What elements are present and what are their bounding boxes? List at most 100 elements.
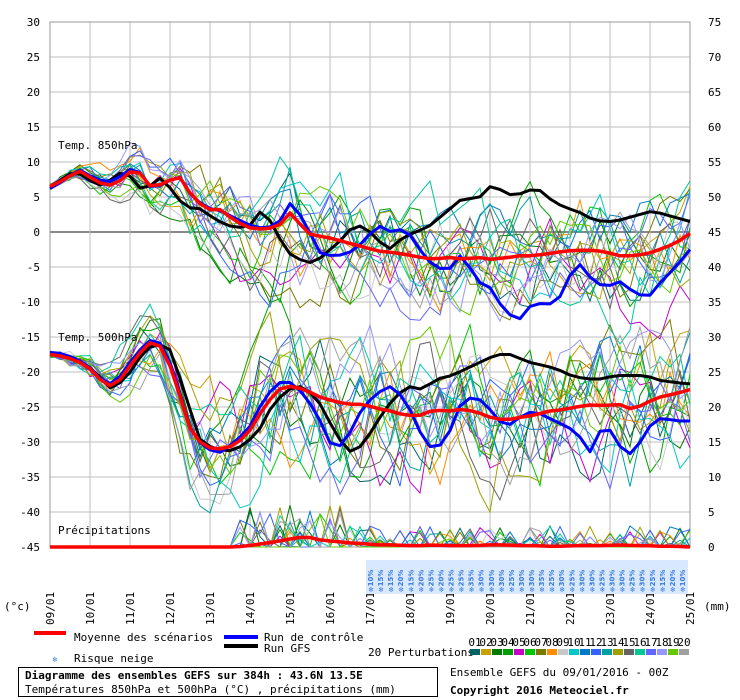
y-tick-right: 45 <box>708 226 721 239</box>
snowflake-icon: ❄ <box>499 586 505 594</box>
perturbation-500-line <box>49 326 691 486</box>
x-tick-label: 22/01 <box>564 592 577 625</box>
perturbation-swatch <box>668 649 678 655</box>
snow-risk-label: 10% <box>367 570 375 587</box>
x-tick-label: 17/01 <box>364 592 377 625</box>
perturbation-swatch <box>558 649 568 655</box>
y-tick-right: 5 <box>708 506 715 519</box>
snow-risk-label: 15% <box>407 570 415 587</box>
perturbation-id: 02 <box>479 636 492 649</box>
snow-risk-label: 35% <box>538 570 546 587</box>
perturbation-id: 17 <box>644 636 657 649</box>
y-tick-right: 0 <box>708 541 715 554</box>
perturbation-id: 11 <box>578 636 591 649</box>
perturbation-500-line <box>49 315 691 502</box>
snowflake-icon: ❄ <box>479 586 485 594</box>
snow-risk-row: 10%❄15%❄15%❄20%❄15%❄20%❄25%❄20%❄25%❄25%❄… <box>366 560 688 594</box>
perturbation-500-line <box>49 325 691 496</box>
perturbation-swatch <box>536 649 546 655</box>
perturbation-swatch <box>635 649 645 655</box>
y-tick-right: 60 <box>708 121 721 134</box>
snow-risk-label: 30% <box>558 570 566 587</box>
y-tick-right: 75 <box>708 16 721 29</box>
snowflake-icon: ❄ <box>589 586 595 594</box>
perturbation-500-line <box>49 297 691 478</box>
y-tick-left: -35 <box>20 471 40 484</box>
perturbation-swatch <box>602 649 612 655</box>
perturbation-swatch <box>492 649 502 655</box>
perturbation-id: 18 <box>655 636 668 649</box>
x-tick-label: 20/01 <box>484 592 497 625</box>
perturbation-850-line <box>49 154 691 297</box>
perturbation-swatch <box>503 649 513 655</box>
snowflake-icon: ❄ <box>408 586 414 594</box>
perturbation-850-line <box>49 155 691 321</box>
legend-snowflake-icon: ❄ <box>52 656 58 664</box>
snow-risk-label: 20% <box>669 570 677 587</box>
y-tick-left: -30 <box>20 436 40 449</box>
snowflake-icon: ❄ <box>459 586 465 594</box>
y-tick-left: 25 <box>27 51 40 64</box>
copyright: Copyright 2016 Meteociel.fr <box>450 684 629 697</box>
perturbation-id: 16 <box>633 636 646 649</box>
snowflake-icon: ❄ <box>428 586 434 594</box>
perturbation-id: 06 <box>523 636 536 649</box>
x-tick-label: 19/01 <box>444 592 457 625</box>
snow-risk-band <box>366 560 688 594</box>
x-tick-label: 14/01 <box>244 592 257 625</box>
snowflake-icon: ❄ <box>398 586 404 594</box>
snowflake-icon: ❄ <box>549 586 555 594</box>
perturbation-swatch <box>481 649 491 655</box>
x-tick-label: 11/01 <box>124 592 137 625</box>
snow-risk-label: 25% <box>568 570 576 587</box>
snowflake-icon: ❄ <box>489 586 495 594</box>
snowflake-icon: ❄ <box>579 586 585 594</box>
perturbation-500-line <box>49 303 691 484</box>
perturbation-swatch <box>624 649 634 655</box>
snow-risk-label: 20% <box>417 570 425 587</box>
snowflake-icon: ❄ <box>368 586 374 594</box>
y-tick-right: 20 <box>708 401 721 414</box>
perturbation-id: 01 <box>468 636 481 649</box>
snow-risk-label: 35% <box>468 570 476 587</box>
y-tick-left: -25 <box>20 401 40 414</box>
run-info: Ensemble GEFS du 09/01/2016 - 00Z <box>450 666 669 679</box>
snow-risk-label: 25% <box>427 570 435 587</box>
snow-risk-label: 25% <box>548 570 556 587</box>
mean-500-line <box>49 341 691 451</box>
perturbation-500-line <box>49 348 691 487</box>
x-tick-label: 24/01 <box>644 592 657 625</box>
footer-title: Diagramme des ensembles GEFS sur 384h : … <box>25 669 363 682</box>
snow-risk-label: 25% <box>458 570 466 587</box>
snow-risk-label: 15% <box>387 570 395 587</box>
snowflake-icon: ❄ <box>650 586 656 594</box>
legend-gfs-label: Run GFS <box>264 642 310 655</box>
panel-label: Temp. 500hPa <box>58 331 137 344</box>
control-500-line <box>49 339 690 456</box>
y-tick-left: -20 <box>20 366 40 379</box>
snowflake-icon: ❄ <box>610 586 616 594</box>
y-tick-right: 70 <box>708 51 721 64</box>
perturbation-id: 13 <box>600 636 613 649</box>
y-tick-right: 55 <box>708 156 721 169</box>
y-tick-left: 5 <box>33 191 40 204</box>
snowflake-icon: ❄ <box>600 586 606 594</box>
legend-perturbations-label: 20 Perturbations <box>368 646 474 659</box>
y-tick-right: 10 <box>708 471 721 484</box>
y-tick-left: 0 <box>33 226 40 239</box>
perturbation-id: 09 <box>556 636 569 649</box>
perturbation-swatch <box>580 649 590 655</box>
perturbation-swatch <box>514 649 524 655</box>
perturbation-850-line <box>49 166 691 316</box>
perturbation-850-line <box>49 169 691 308</box>
y-tick-right: 40 <box>708 261 721 274</box>
y-unit-left: (°c) <box>4 600 31 613</box>
snow-risk-label: 20% <box>437 570 445 587</box>
x-tick-label: 25/01 <box>684 592 697 625</box>
y-tick-right: 30 <box>708 331 721 344</box>
perturbation-id: 15 <box>622 636 635 649</box>
snowflake-icon: ❄ <box>509 586 515 594</box>
snowflake-icon: ❄ <box>670 586 676 594</box>
